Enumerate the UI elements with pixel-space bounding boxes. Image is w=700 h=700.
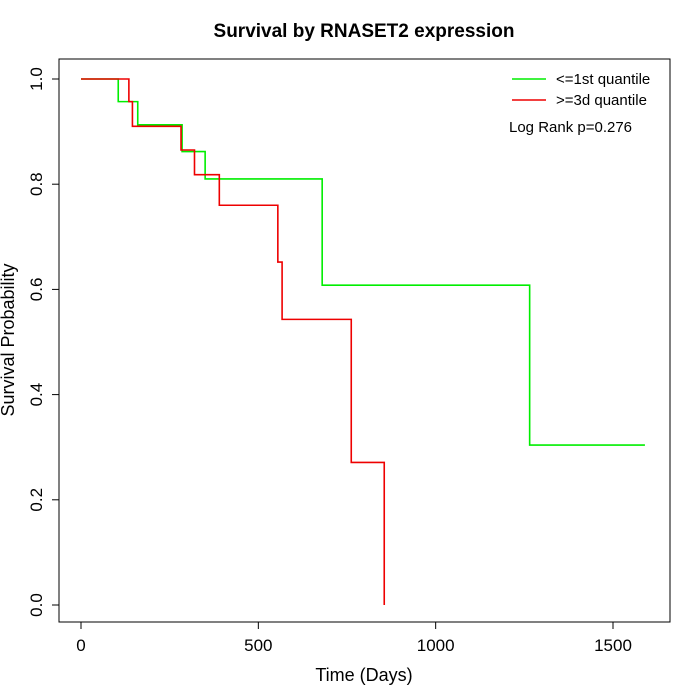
km-curve-high — [81, 78, 386, 605]
y-tick-label: 1.0 — [27, 67, 46, 91]
x-tick-label: 500 — [244, 636, 272, 655]
x-axis: 0 500 1000 1500 — [76, 622, 632, 655]
x-tick-label: 1000 — [417, 636, 455, 655]
y-axis-label: Survival Probability — [0, 263, 18, 416]
chart-title: Survival by RNASET2 expression — [214, 21, 515, 42]
y-tick-label: 0.8 — [27, 172, 46, 196]
legend-label-high: >=3d quantile — [556, 92, 647, 109]
legend-label-low: <=1st quantile — [556, 71, 650, 88]
y-axis: 0.0 0.2 0.4 0.6 0.8 1.0 — [27, 67, 59, 617]
plot-frame — [58, 58, 671, 623]
x-tick-label: 1500 — [594, 636, 632, 655]
y-tick-label: 0.2 — [27, 488, 46, 512]
logrank-annotation: Log Rank p=0.276 — [509, 119, 632, 136]
km-curves — [81, 78, 645, 605]
x-tick-label: 0 — [76, 636, 85, 655]
y-tick-label: 0.4 — [27, 383, 46, 407]
x-axis-label: Time (Days) — [315, 665, 412, 685]
y-tick-label: 0.6 — [27, 278, 46, 302]
y-tick-label: 0.0 — [27, 593, 46, 617]
km-curve-low — [81, 78, 645, 446]
legend: <=1st quantile >=3d quantile — [512, 71, 650, 109]
